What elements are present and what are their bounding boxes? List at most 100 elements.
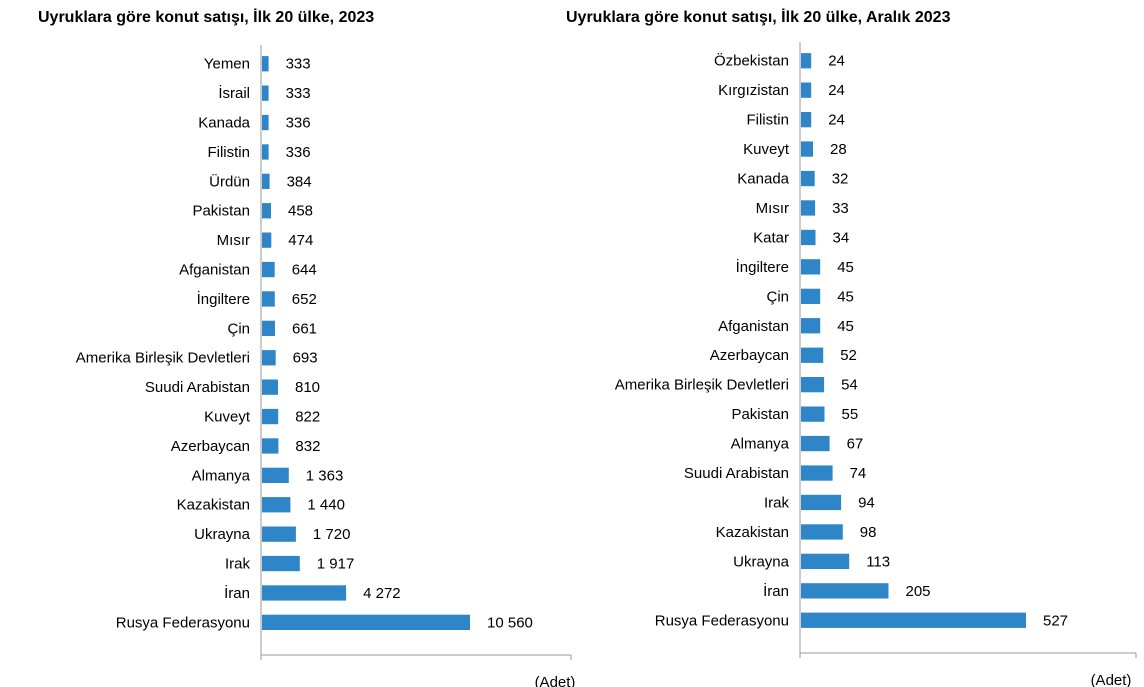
unit-label: (Adet) — [1091, 672, 1132, 687]
category-label: Ukrayna — [194, 526, 251, 543]
category-label: Çin — [227, 320, 250, 337]
chart-title: Uyruklara göre konut satışı, İlk 20 ülke… — [566, 9, 951, 26]
bar — [801, 524, 843, 540]
category-label: Rusya Federasyonu — [655, 612, 789, 629]
unit-label: (Adet) — [535, 674, 576, 687]
bar — [262, 261, 275, 278]
category-label: Irak — [225, 556, 251, 573]
value-label: 333 — [286, 56, 311, 73]
value-label: 33 — [832, 200, 849, 217]
bar — [801, 377, 825, 393]
bar — [262, 320, 275, 336]
category-label: Mısır — [217, 232, 250, 249]
bar — [262, 438, 279, 454]
category-label: Azerbaycan — [171, 438, 250, 455]
value-label: 1 440 — [307, 497, 345, 514]
bar — [262, 173, 270, 189]
value-label: 24 — [828, 82, 845, 99]
bar — [801, 288, 821, 304]
category-label: Amerika Birleşik Devletleri — [615, 377, 789, 394]
value-label: 52 — [840, 347, 857, 364]
category-label: İran — [224, 584, 250, 602]
value-label: 333 — [286, 85, 311, 102]
bar — [801, 318, 821, 334]
category-label: Almanya — [731, 436, 790, 453]
value-label: 54 — [841, 377, 858, 394]
value-label: 113 — [866, 553, 890, 570]
value-label: 98 — [860, 524, 877, 541]
value-label: 336 — [286, 144, 311, 161]
value-label: 28 — [830, 141, 847, 158]
bar — [262, 56, 269, 72]
value-label: 1 917 — [317, 556, 355, 573]
value-label: 45 — [837, 288, 854, 305]
bar — [801, 200, 816, 216]
category-label: İngiltere — [197, 290, 250, 308]
value-label: 74 — [850, 465, 867, 482]
category-label: Mısır — [756, 200, 789, 217]
bar — [262, 350, 276, 366]
value-label: 34 — [833, 229, 850, 246]
bar — [801, 229, 816, 246]
chart-panel-right: Uyruklara göre konut satışı, İlk 20 ülke… — [566, 0, 1144, 687]
bar — [801, 494, 842, 511]
bar — [801, 553, 850, 569]
category-label: Kuveyt — [743, 141, 790, 158]
category-label: Amerika Birleşik Devletleri — [76, 350, 250, 367]
value-label: 810 — [295, 379, 320, 396]
bar — [801, 82, 812, 98]
value-label: 45 — [837, 259, 854, 276]
category-label: Azerbaycan — [710, 347, 789, 364]
bar — [262, 467, 289, 483]
bar — [801, 435, 830, 452]
bar-chart: Yemen 333 İsrail 333 Kanada 336 Filistin 336 Ürd… — [76, 45, 575, 687]
bar — [262, 408, 279, 425]
chart-title: Uyruklara göre konut satışı, İlk 20 ülke… — [38, 9, 375, 26]
bar — [262, 203, 271, 219]
bar — [801, 53, 812, 69]
category-label: Özbekistan — [714, 52, 789, 70]
bar — [801, 583, 889, 599]
value-label: 1 720 — [313, 526, 351, 543]
bar — [262, 379, 278, 395]
bar — [801, 612, 1026, 628]
category-label: Katar — [753, 229, 789, 246]
bar — [262, 555, 300, 572]
bar-chart: Özbekistan 24 Kırgızistan 24 Filistin 24 Kuvey… — [615, 42, 1137, 687]
value-label: 336 — [286, 115, 311, 132]
value-label: 205 — [906, 583, 931, 600]
bar — [801, 347, 824, 363]
bar — [801, 112, 812, 128]
bar — [801, 465, 833, 481]
bar — [262, 614, 470, 630]
category-label: Kanada — [198, 115, 250, 132]
value-label: 644 — [292, 262, 317, 279]
bar — [262, 291, 275, 307]
category-label: Filistin — [207, 144, 250, 161]
value-label: 4 272 — [363, 585, 401, 602]
bar — [801, 259, 821, 275]
category-label: Filistin — [746, 112, 789, 129]
value-label: 527 — [1043, 612, 1068, 629]
value-label: 24 — [828, 112, 845, 129]
category-label: Rusya Federasyonu — [116, 614, 250, 631]
chart-panel-left: Uyruklara göre konut satışı, İlk 20 ülke… — [38, 9, 575, 687]
value-label: 24 — [828, 53, 845, 70]
value-label: 94 — [858, 495, 875, 512]
category-label: İsrail — [218, 84, 250, 102]
category-label: Kazakistan — [177, 497, 250, 514]
bar — [801, 170, 815, 187]
value-label: 1 363 — [306, 467, 344, 484]
value-label: 55 — [842, 406, 859, 423]
category-label: Kazakistan — [716, 524, 789, 541]
category-label: İngiltere — [736, 258, 789, 276]
category-label: İran — [763, 582, 789, 600]
value-label: 661 — [292, 320, 317, 337]
value-label: 67 — [847, 436, 864, 453]
value-label: 474 — [288, 232, 313, 249]
category-label: Pakistan — [731, 406, 789, 423]
category-label: Kırgızistan — [718, 82, 789, 99]
bar — [262, 497, 291, 513]
value-label: 458 — [288, 203, 313, 220]
value-label: 832 — [295, 438, 320, 455]
